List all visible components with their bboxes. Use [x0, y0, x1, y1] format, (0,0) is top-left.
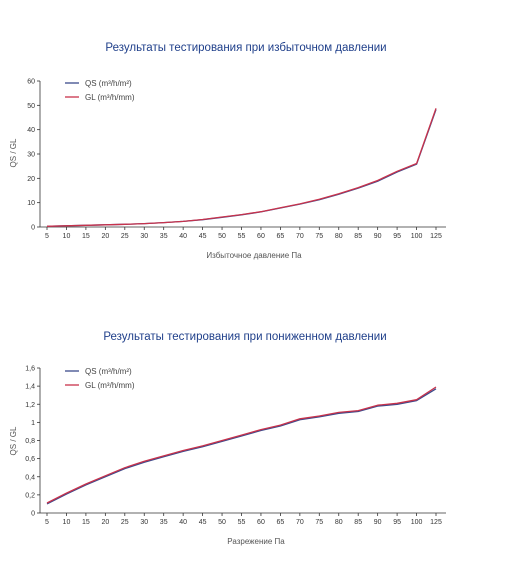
y-tick-label: 30 — [27, 152, 35, 159]
x-tick-label: 15 — [82, 519, 90, 526]
x-tick-label: 75 — [315, 233, 323, 240]
x-axis-label: Избыточное давление Па — [206, 251, 302, 260]
x-tick-label: 30 — [140, 233, 148, 240]
y-tick-label: 10 — [27, 200, 35, 207]
x-axis-label: Разрежение Па — [227, 537, 285, 546]
overpressure-chart: Результаты тестирования при избыточном д… — [9, 42, 446, 260]
x-tick-label: 85 — [354, 233, 362, 240]
y-tick-label: 1,6 — [25, 366, 35, 373]
y-axis-label: QS / GL — [9, 138, 18, 167]
y-tick-label: 1,4 — [25, 384, 35, 391]
x-tick-label: 70 — [296, 233, 304, 240]
x-tick-label: 125 — [430, 519, 442, 526]
y-tick-label: 1 — [31, 420, 35, 427]
x-tick-label: 30 — [140, 519, 148, 526]
y-tick-label: 0,8 — [25, 438, 35, 445]
chart-title: Результаты тестирования при пониженном д… — [103, 331, 386, 343]
x-tick-label: 90 — [374, 519, 382, 526]
x-tick-label: 45 — [199, 519, 207, 526]
x-tick-label: 5 — [45, 233, 49, 240]
x-tick-label: 100 — [411, 233, 423, 240]
x-tick-label: 25 — [121, 233, 129, 240]
y-tick-label: 0 — [31, 225, 35, 232]
x-tick-label: 50 — [218, 233, 226, 240]
x-tick-label: 65 — [277, 233, 285, 240]
x-tick-label: 60 — [257, 233, 265, 240]
x-tick-label: 90 — [374, 233, 382, 240]
x-tick-label: 35 — [160, 233, 168, 240]
x-tick-label: 70 — [296, 519, 304, 526]
x-tick-label: 60 — [257, 519, 265, 526]
series-line-gl — [46, 386, 437, 504]
x-tick-label: 40 — [179, 233, 187, 240]
y-tick-label: 1,2 — [25, 402, 35, 409]
x-tick-label: 100 — [411, 519, 423, 526]
chart-title: Результаты тестирования при избыточном д… — [105, 42, 386, 54]
y-axis-label: QS / GL — [9, 426, 18, 455]
x-tick-label: 55 — [238, 519, 246, 526]
x-tick-label: 80 — [335, 233, 343, 240]
x-tick-label: 20 — [101, 233, 109, 240]
x-tick-label: 10 — [63, 519, 71, 526]
x-tick-label: 85 — [354, 519, 362, 526]
y-tick-label: 0 — [31, 511, 35, 518]
underpressure-chart: Результаты тестирования при пониженном д… — [9, 331, 446, 546]
y-tick-label: 0,2 — [25, 492, 35, 499]
x-tick-label: 95 — [393, 519, 401, 526]
x-tick-label: 80 — [335, 519, 343, 526]
x-tick-label: 20 — [101, 519, 109, 526]
x-tick-label: 10 — [63, 233, 71, 240]
series-line-gl — [46, 108, 437, 227]
x-tick-label: 50 — [218, 519, 226, 526]
legend-label: QS (m³/h/m²) — [85, 79, 132, 88]
y-tick-label: 0,6 — [25, 456, 35, 463]
x-tick-label: 65 — [277, 519, 285, 526]
x-tick-label: 25 — [121, 519, 129, 526]
x-tick-label: 75 — [315, 519, 323, 526]
series-line-qs — [46, 388, 437, 505]
y-tick-label: 20 — [27, 176, 35, 183]
y-tick-label: 50 — [27, 103, 35, 110]
y-tick-label: 60 — [27, 79, 35, 86]
y-tick-label: 0,4 — [25, 474, 35, 481]
series-line-qs — [46, 109, 437, 227]
x-tick-label: 125 — [430, 233, 442, 240]
x-tick-label: 45 — [199, 233, 207, 240]
x-tick-label: 55 — [238, 233, 246, 240]
y-tick-label: 40 — [27, 127, 35, 134]
legend-label: GL (m³/h/mm) — [85, 381, 135, 390]
x-tick-label: 95 — [393, 233, 401, 240]
x-tick-label: 40 — [179, 519, 187, 526]
x-tick-label: 15 — [82, 233, 90, 240]
legend-label: GL (m³/h/mm) — [85, 93, 135, 102]
x-tick-label: 35 — [160, 519, 168, 526]
legend-label: QS (m³/h/m²) — [85, 367, 132, 376]
x-tick-label: 5 — [45, 519, 49, 526]
